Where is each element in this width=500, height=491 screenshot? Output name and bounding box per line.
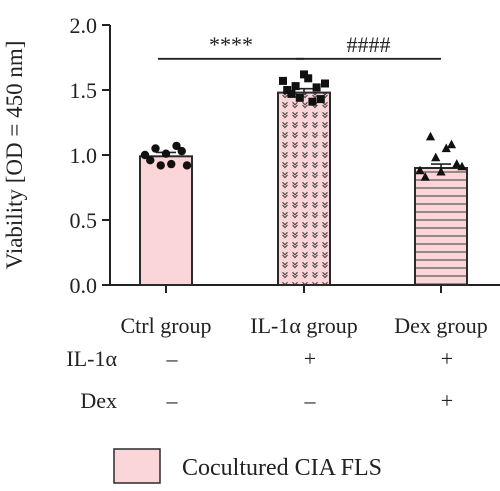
data-point — [312, 83, 321, 92]
data-point — [420, 172, 430, 181]
data-point — [441, 143, 451, 153]
data-point — [151, 144, 160, 153]
data-point — [291, 82, 300, 91]
data-point — [140, 150, 150, 160]
y-tick-label: 2.0 — [70, 13, 98, 38]
condition-row-label: IL-1α — [66, 346, 117, 371]
data-point — [308, 97, 317, 106]
bar — [139, 155, 193, 286]
y-axis-label: Viability [OD = 450 nm] — [2, 41, 27, 270]
bar — [277, 91, 331, 286]
data-point — [177, 146, 186, 156]
data-point — [172, 141, 181, 151]
data-point — [321, 79, 329, 88]
x-tick-label: Ctrl group — [120, 313, 211, 338]
y-tick-label: 1.0 — [70, 143, 98, 168]
data-point — [167, 159, 176, 169]
data-point — [304, 74, 313, 83]
data-point — [415, 165, 425, 175]
data-point — [446, 139, 457, 149]
data-point — [295, 93, 304, 102]
data-point — [436, 166, 446, 176]
data-point — [156, 161, 165, 170]
y-tick-label: 0.5 — [70, 208, 98, 233]
data-point — [287, 89, 296, 98]
data-point — [431, 152, 441, 162]
y-tick-label: 1.5 — [70, 78, 98, 103]
condition-value: – — [166, 388, 179, 413]
significance-label: **** — [209, 32, 253, 57]
significance-label: #### — [347, 32, 391, 57]
data-point — [283, 86, 292, 94]
data-point — [316, 95, 325, 104]
bar — [414, 167, 468, 286]
data-point — [457, 161, 467, 171]
data-point — [182, 161, 192, 170]
condition-value: + — [441, 388, 453, 413]
data-point — [452, 159, 462, 168]
data-point — [146, 156, 155, 165]
data-point — [300, 70, 308, 79]
condition-value: + — [304, 346, 316, 371]
data-point — [279, 76, 287, 85]
legend-label: Cocultured CIA FLS — [182, 455, 382, 481]
data-point — [425, 131, 436, 141]
x-tick-label: Dex group — [394, 313, 487, 338]
condition-value: + — [441, 346, 453, 371]
condition-value: – — [166, 346, 179, 371]
x-tick-label: IL-1α group — [250, 313, 357, 338]
data-point — [161, 149, 171, 158]
y-tick-label: 0.0 — [70, 273, 98, 298]
legend-swatch — [113, 448, 161, 484]
condition-value: – — [304, 388, 317, 413]
condition-row-label: Dex — [80, 388, 117, 413]
